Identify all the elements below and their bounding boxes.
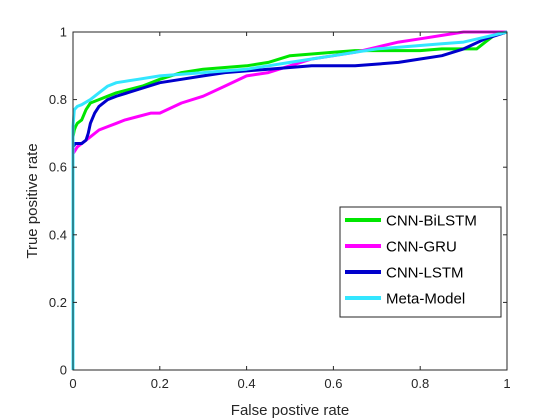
series-line-cnn-lstm (71, 30, 508, 370)
series-line-cnn-bilstm (71, 30, 508, 370)
x-tick-label: 0.8 (411, 376, 429, 391)
legend: CNN-BiLSTM CNN-GRU CNN-LSTM Meta-Model (339, 206, 502, 318)
y-tick-label: 0.2 (49, 295, 67, 310)
legend-label: CNN-LSTM (386, 265, 464, 282)
series-layer (71, 30, 508, 370)
axes-box (72, 31, 508, 371)
legend-label: Meta-Model (386, 291, 465, 308)
x-axis-label: False postive rate (231, 402, 349, 419)
series-line-meta-model (71, 30, 508, 370)
y-tick-label: 0.6 (49, 160, 67, 175)
x-tick-label: 0.4 (238, 376, 256, 391)
x-tick-label: 1 (503, 376, 510, 391)
x-tick-label: 0 (69, 376, 76, 391)
plot-area (73, 32, 507, 370)
y-tick-label: 0.4 (49, 227, 67, 242)
y-tick-label: 0.8 (49, 92, 67, 107)
y-tick-label: 1 (60, 25, 67, 40)
x-tick-label: 0.6 (324, 376, 342, 391)
legend-label: CNN-BiLSTM (386, 213, 477, 230)
y-tick-label: 0 (60, 363, 67, 378)
y-axis-label: True positive rate (24, 143, 41, 258)
x-tick-label: 0.2 (151, 376, 169, 391)
legend-label: CNN-GRU (386, 239, 457, 256)
axes-layer: 0 0.2 0.4 0.6 0.8 1 0 0.2 0.4 0.6 0.8 1 (49, 25, 511, 392)
